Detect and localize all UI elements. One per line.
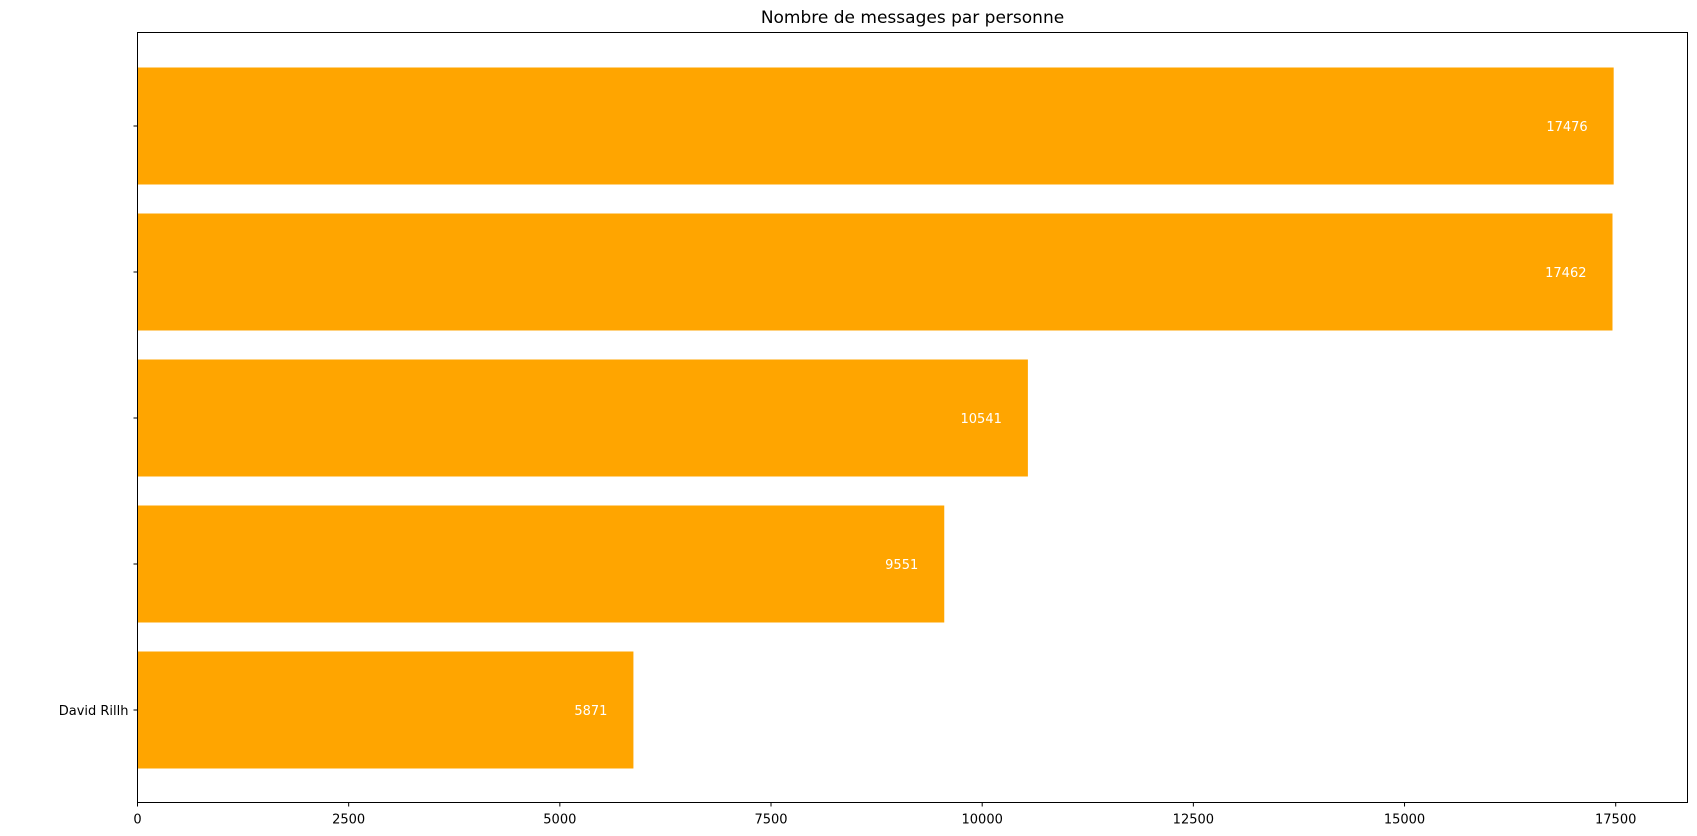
bar-value-label: 17462 bbox=[1545, 266, 1586, 281]
bar bbox=[137, 651, 634, 769]
bars-group bbox=[137, 67, 1614, 769]
x-axis: 0 2500 5000 7500 10000 12500 15000 17500 bbox=[133, 802, 1636, 828]
x-tick-label: 7500 bbox=[754, 813, 787, 828]
data-labels-group: 17476 17462 10541 9551 5871 bbox=[574, 120, 1587, 719]
x-tick-label: 12500 bbox=[1173, 813, 1214, 828]
bar-value-label: 10541 bbox=[961, 412, 1002, 427]
plot-frame bbox=[137, 32, 1688, 803]
x-tick-label: 2500 bbox=[332, 813, 365, 828]
x-tick-label: 17500 bbox=[1595, 813, 1636, 828]
x-tick-label: 10000 bbox=[962, 813, 1003, 828]
bar-value-label: 9551 bbox=[885, 558, 918, 573]
bar bbox=[137, 505, 945, 623]
bar-value-label: 5871 bbox=[574, 704, 607, 719]
bar-value-label: 17476 bbox=[1546, 120, 1587, 135]
bar bbox=[137, 359, 1028, 477]
bar bbox=[137, 67, 1614, 185]
chart-title: Nombre de messages par personne bbox=[761, 8, 1064, 28]
x-tick-label: 15000 bbox=[1384, 813, 1425, 828]
x-tick-label: 5000 bbox=[543, 813, 576, 828]
y-axis: David Rillh bbox=[59, 125, 138, 719]
y-tick-label: David Rillh bbox=[59, 704, 129, 719]
bar bbox=[137, 213, 1613, 331]
x-tick-label: 0 bbox=[133, 813, 141, 828]
